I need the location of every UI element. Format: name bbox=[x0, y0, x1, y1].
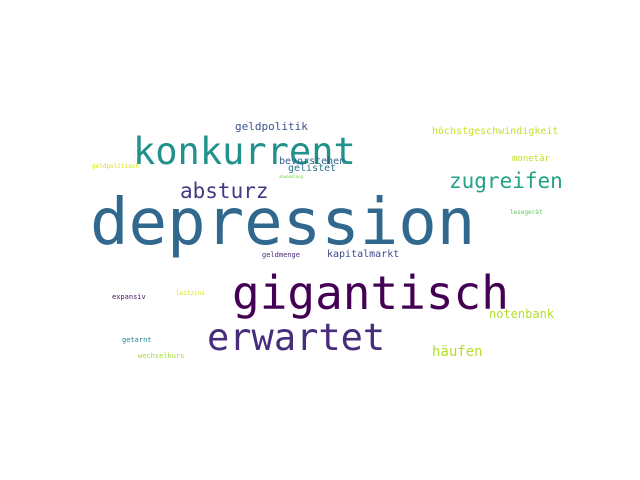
word-geldpolitisch: geldpolitisch bbox=[92, 163, 139, 170]
word-haeufen: häufen bbox=[432, 344, 483, 360]
word-abwandlung: abwandlung bbox=[279, 174, 304, 179]
word-geldpolitik: geldpolitik bbox=[235, 120, 308, 133]
word-depression: depression bbox=[90, 186, 476, 260]
word-erwartet: erwartet bbox=[207, 316, 386, 359]
word-bevorstehen: bevorstehen bbox=[279, 156, 346, 167]
word-notenbank: notenbank bbox=[489, 307, 555, 321]
word-getarnt: getarnt bbox=[122, 336, 152, 344]
word-geldmenge: geldmenge bbox=[262, 251, 300, 259]
word-expansiv: expansiv bbox=[112, 293, 146, 301]
word-kapitalmarkt: kapitalmarkt bbox=[327, 249, 400, 260]
word-lesegeraet: lesegerät bbox=[510, 209, 543, 216]
word-gigantisch: gigantisch bbox=[232, 266, 509, 320]
word-wechselkurs: wechselkurs bbox=[138, 352, 185, 360]
word-gelistet: gelistet bbox=[288, 163, 337, 174]
word-monetaer: monetär bbox=[512, 154, 550, 164]
word-leitzins: leitzins bbox=[176, 290, 205, 297]
word-zugreifen: zugreifen bbox=[449, 169, 563, 193]
word-konkurrent: konkurrent bbox=[133, 130, 356, 173]
word-hoechstgeschwindigkeit: höchstgeschwindigkeit bbox=[432, 126, 559, 137]
word-absturz: absturz bbox=[180, 179, 269, 203]
